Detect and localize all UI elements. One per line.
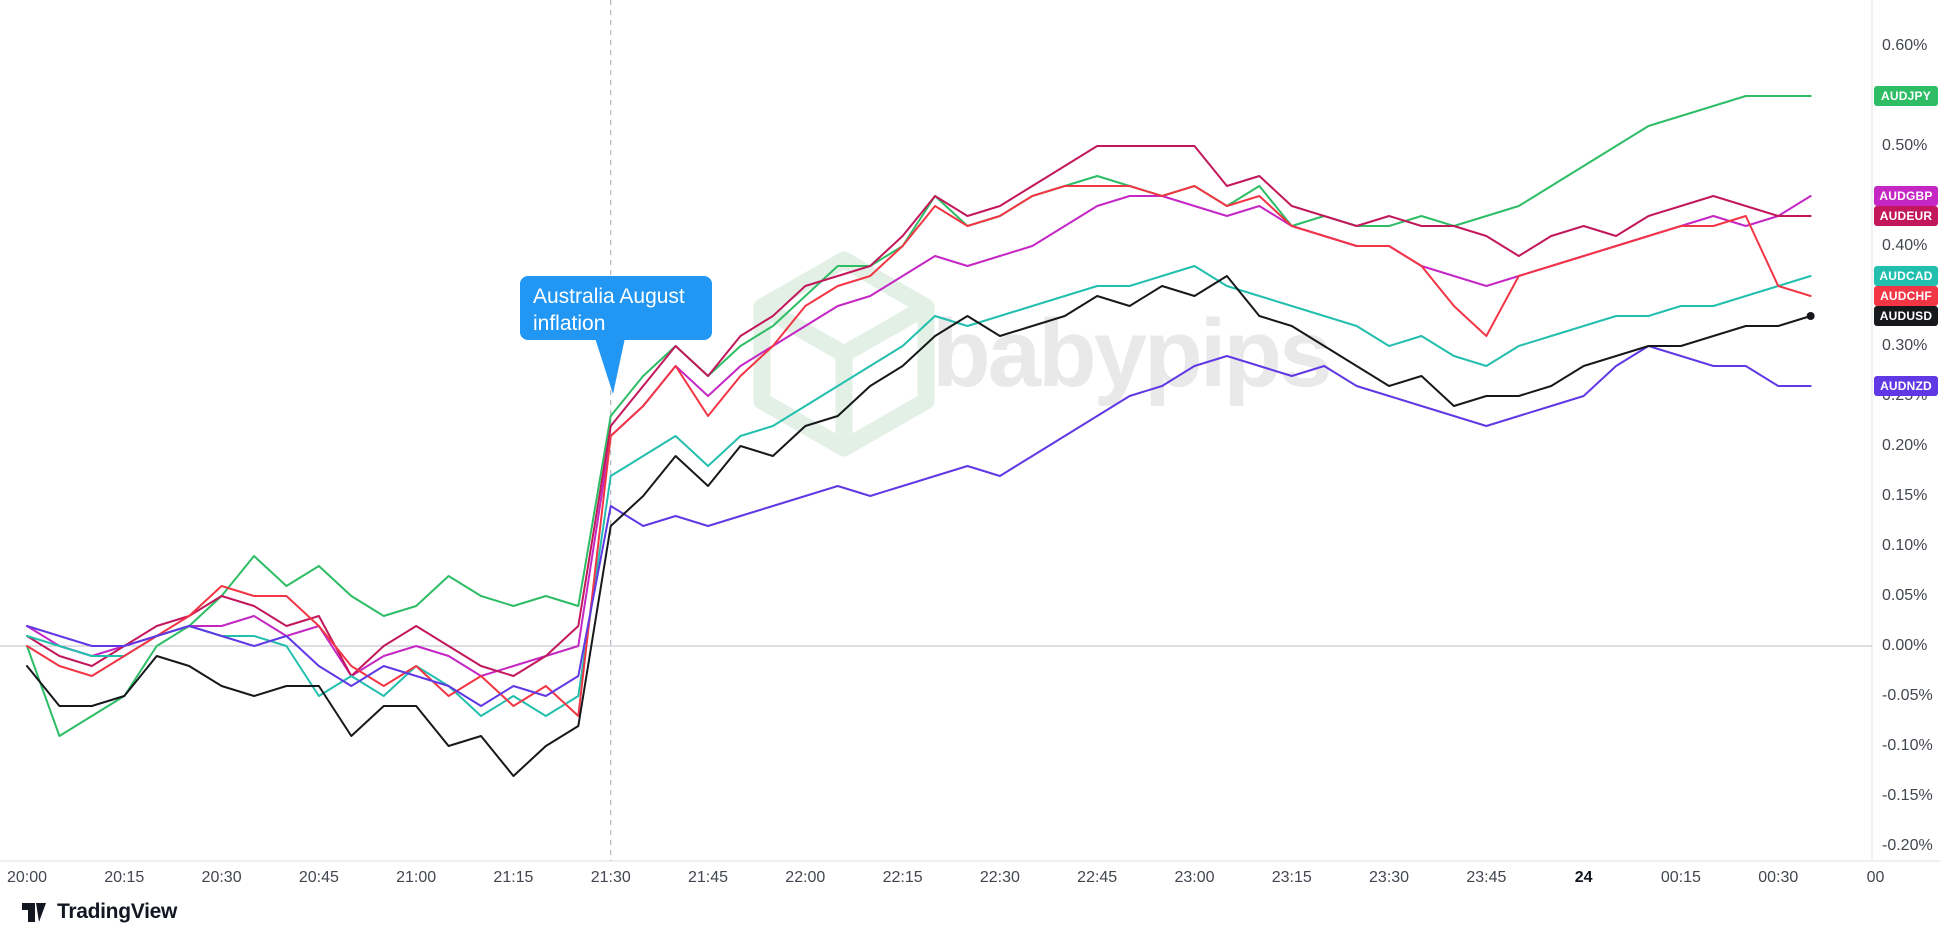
- last-price-dot-audusd: [1806, 312, 1815, 320]
- series-line-audusd[interactable]: [26, 275, 1812, 777]
- price-scale[interactable]: 0.60%0.55%0.50%0.45%0.40%0.35%0.30%0.25%…: [1872, 0, 1940, 861]
- time-tick-label: 21:15: [493, 869, 534, 886]
- price-tick-label: -0.05%: [1882, 687, 1933, 704]
- time-tick-label: 21:00: [396, 869, 437, 886]
- time-tick-label: 20:15: [104, 869, 145, 886]
- series-line-audchf[interactable]: [26, 185, 1812, 717]
- time-tick-label: 22:45: [1077, 869, 1118, 886]
- time-tick-label: 23:45: [1466, 869, 1507, 886]
- time-tick-label: 20:45: [298, 869, 339, 886]
- price-tick-label: 0.60%: [1882, 37, 1928, 54]
- price-label-badge-audchf: AUDCHF: [1874, 286, 1938, 306]
- time-tick-label: 23:00: [1174, 869, 1215, 886]
- time-tick-label: 23:15: [1271, 869, 1312, 886]
- price-label-badge-audeur: AUDEUR: [1874, 206, 1938, 226]
- price-tick-label: 0.40%: [1882, 237, 1928, 254]
- time-tick-label: 22:00: [785, 869, 826, 886]
- callout-annotation[interactable]: Australia August inflation: [520, 276, 712, 340]
- price-tick-label: 0.20%: [1882, 437, 1928, 454]
- tradingview-logo-text: TradingView: [57, 900, 178, 923]
- callout-tail: [595, 338, 625, 394]
- price-tick-label: 0.00%: [1882, 637, 1928, 654]
- price-label-badge-audcad: AUDCAD: [1874, 266, 1938, 286]
- price-tick-label: -0.20%: [1882, 837, 1933, 854]
- price-tick-label: 0.50%: [1882, 137, 1928, 154]
- time-tick-label: 23:30: [1369, 869, 1410, 886]
- time-tick-label: 00:30: [1758, 869, 1799, 886]
- time-tick-label: 24: [1574, 869, 1593, 886]
- series-line-audnzd[interactable]: [26, 345, 1812, 707]
- time-tick-label: 22:15: [882, 869, 923, 886]
- series-line-audjpy[interactable]: [26, 95, 1812, 737]
- time-tick-label: 22:30: [979, 869, 1020, 886]
- price-label-badge-audgbp: AUDGBP: [1874, 186, 1938, 206]
- price-tick-label: 0.10%: [1882, 537, 1928, 554]
- price-tick-label: 0.15%: [1882, 487, 1928, 504]
- tradingview-logo-icon: [22, 903, 46, 922]
- tradingview-logo[interactable]: TradingView: [20, 898, 177, 926]
- series-line-audcad[interactable]: [26, 265, 1812, 717]
- price-tick-label: -0.15%: [1882, 787, 1933, 804]
- time-tick-label: 20:00: [6, 869, 48, 886]
- time-scale[interactable]: 20:00 20:15 20:30 20:45 21:00 21:15 21:30 21:45…: [0, 861, 1940, 897]
- series-line-audeur[interactable]: [26, 145, 1812, 677]
- price-tick-label: -0.10%: [1882, 737, 1933, 754]
- time-tick-label: 21:45: [687, 869, 729, 886]
- time-tick-label: 20:30: [201, 869, 242, 886]
- price-label-badge-audnzd: AUDNZD: [1874, 376, 1938, 396]
- series-line-audgbp[interactable]: [26, 195, 1812, 677]
- time-tick-label: 00: [1866, 869, 1885, 886]
- price-label-badge-audusd: AUDUSD: [1874, 306, 1938, 326]
- price-label-badge-audjpy: AUDJPY: [1874, 86, 1938, 106]
- price-tick-label: 0.05%: [1882, 587, 1928, 604]
- callout-text: Australia August inflation: [533, 285, 685, 336]
- time-tick-label: 00:15: [1660, 869, 1701, 886]
- price-tick-label: 0.30%: [1882, 337, 1928, 354]
- time-tick-label: 21:30: [590, 869, 631, 886]
